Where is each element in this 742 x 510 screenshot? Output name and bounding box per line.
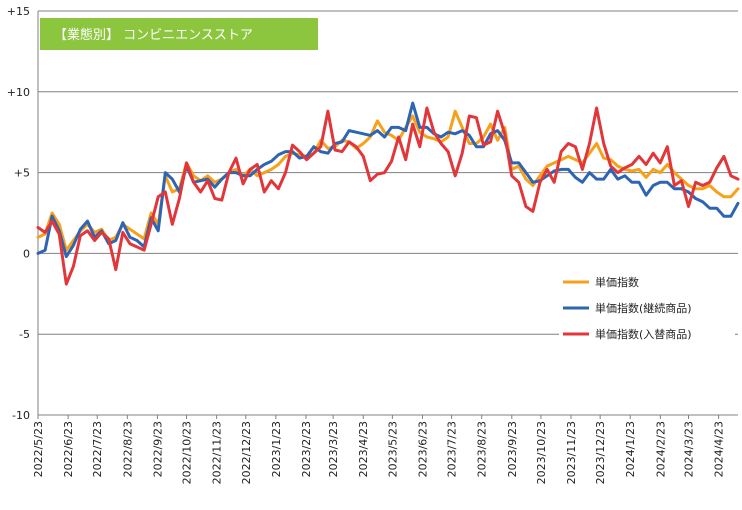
x-tick-label: 2022/7/23 <box>91 421 104 477</box>
y-tick-label: -5 <box>19 328 30 341</box>
x-tick-label: 2022/8/23 <box>121 421 134 477</box>
x-tick-label: 2023/2/23 <box>300 421 313 477</box>
y-tick-label: -10 <box>12 409 30 422</box>
x-tick-label: 2023/6/23 <box>416 421 429 477</box>
y-axis-tick-labels: +15 +10 +5 0 -5 -10 <box>7 5 30 422</box>
series-line-2 <box>36 101 740 259</box>
x-tick-label: 2023/12/23 <box>594 421 607 484</box>
legend-item-bg <box>559 325 735 343</box>
legend-item-bg <box>559 299 735 317</box>
x-tick-label: 2023/10/23 <box>535 421 548 484</box>
legend-item-bg <box>559 273 735 291</box>
y-tick-label: +10 <box>7 86 30 99</box>
y-tick-label: 0 <box>23 247 30 260</box>
legend-label: 単価指数(継続商品) <box>595 301 692 315</box>
x-tick-label: 2022/12/23 <box>240 421 253 484</box>
y-tick-label: +5 <box>14 167 30 180</box>
x-tick-label: 2024/1/23 <box>624 421 637 477</box>
x-tick-label: 2023/1/23 <box>270 421 283 477</box>
x-tick-label: 2023/7/23 <box>446 421 459 477</box>
x-tick-label: 2024/2/23 <box>654 421 667 477</box>
series-lines <box>36 101 740 286</box>
x-tick-label: 2023/9/23 <box>506 421 519 477</box>
x-tick-label: 2022/5/23 <box>32 421 45 477</box>
chart-title-box: 【業態別】 コンビニエンスストア <box>40 18 318 50</box>
x-tick-label: 2023/3/23 <box>327 421 340 477</box>
x-tick-label: 2023/4/23 <box>357 421 370 477</box>
x-tick-label: 2024/3/23 <box>682 421 695 477</box>
grid-lines <box>37 10 738 419</box>
chart-title: 【業態別】 コンビニエンスストア <box>54 27 253 43</box>
x-tick-label: 2024/4/23 <box>713 421 726 477</box>
x-tick-label: 2023/8/23 <box>476 421 489 477</box>
x-tick-label: 2023/11/23 <box>565 421 578 484</box>
x-tick-label: 2022/10/23 <box>181 421 194 484</box>
y-tick-label: +15 <box>7 5 30 18</box>
legend-label: 単価指数(入替商品) <box>595 327 692 341</box>
x-tick-label: 2022/9/23 <box>151 421 164 477</box>
legend-label: 単価指数 <box>595 275 639 289</box>
x-tick-label: 2022/11/23 <box>211 421 224 484</box>
series-line-3 <box>36 106 740 286</box>
x-tick-label: 2022/6/23 <box>62 421 75 477</box>
x-tick-label: 2023/5/23 <box>386 421 399 477</box>
x-axis-tick-labels: 2022/5/23 2022/6/23 2022/7/23 2022/8/23 2022… <box>32 421 726 484</box>
